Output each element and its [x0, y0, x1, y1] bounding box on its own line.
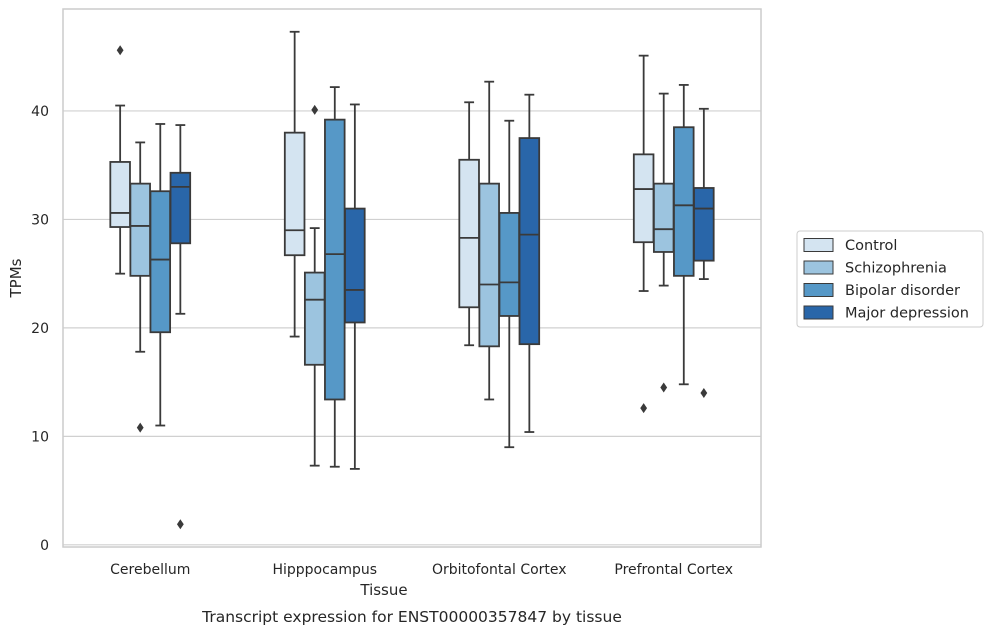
box-1-2	[478, 80, 500, 401]
outlier-point	[311, 104, 319, 115]
chart-caption: Transcript expression for ENST0000035784…	[201, 608, 622, 626]
outlier-point	[640, 403, 648, 414]
outlier-point	[116, 45, 124, 56]
box-0-3	[632, 54, 655, 414]
legend-label: Major depression	[845, 306, 969, 322]
legend-swatch	[803, 238, 834, 252]
x-tick-label: Orbitofontal Cortex	[432, 562, 567, 578]
box-iqr	[344, 207, 366, 324]
legend-swatch	[803, 305, 834, 320]
box-0-0	[109, 45, 131, 275]
box-group	[109, 30, 715, 530]
y-tick-labels: 0 10 20 30 40	[31, 104, 49, 554]
x-tick-label: Hipppocampus	[272, 562, 377, 578]
plot-area	[63, 9, 761, 547]
box-2-0	[149, 123, 172, 427]
box-3-1	[344, 103, 366, 470]
plot-frame	[62, 8, 762, 548]
outlier-point	[660, 382, 668, 393]
box-3-3	[693, 107, 715, 398]
y-axis-label: TPMs	[7, 258, 25, 298]
box-iqr	[673, 126, 695, 277]
box-iqr	[693, 187, 715, 262]
box-2-3	[673, 84, 695, 386]
y-tick-label: 40	[31, 104, 49, 120]
legend-frame	[796, 230, 984, 328]
box-1-3	[652, 92, 675, 393]
legend-label: Control	[845, 238, 897, 254]
box-iqr	[149, 190, 172, 334]
box-iqr	[324, 118, 346, 401]
x-axis-label: Tissue	[359, 581, 407, 599]
box-iqr	[518, 137, 541, 346]
x-tick-label: Cerebellum	[110, 562, 190, 578]
box-iqr	[303, 271, 326, 366]
box-3-2	[518, 93, 541, 433]
y-tick-label: 20	[31, 321, 49, 337]
box-0-1	[283, 30, 306, 338]
legend-swatch	[803, 260, 834, 275]
box-iqr	[169, 171, 192, 245]
box-iqr	[283, 131, 306, 257]
box-iqr	[498, 212, 521, 317]
y-tick-label: 30	[31, 212, 49, 228]
y-tick-label: 10	[31, 429, 49, 445]
legend-swatch	[803, 283, 834, 297]
outlier-point	[700, 387, 708, 398]
box-iqr	[632, 153, 655, 244]
y-tick-label: 0	[40, 538, 49, 554]
legend-label: Schizophrenia	[845, 261, 947, 277]
legend: Control Schizophrenia Bipolar disorder Majo…	[796, 230, 984, 328]
box-iqr	[458, 158, 480, 309]
outlier-point	[136, 422, 144, 433]
legend-label: Bipolar disorder	[845, 283, 960, 299]
box-iqr	[652, 182, 675, 253]
box-3-0	[169, 124, 192, 530]
box-iqr	[478, 182, 500, 348]
x-tick-label: Prefrontal Cortex	[614, 562, 733, 578]
box-iqr	[129, 182, 151, 277]
outlier-point	[176, 519, 184, 530]
box-iqr	[109, 161, 131, 228]
x-tick-labels: Cerebellum Hipppocampus Orbitofontal Corte…	[110, 562, 733, 578]
